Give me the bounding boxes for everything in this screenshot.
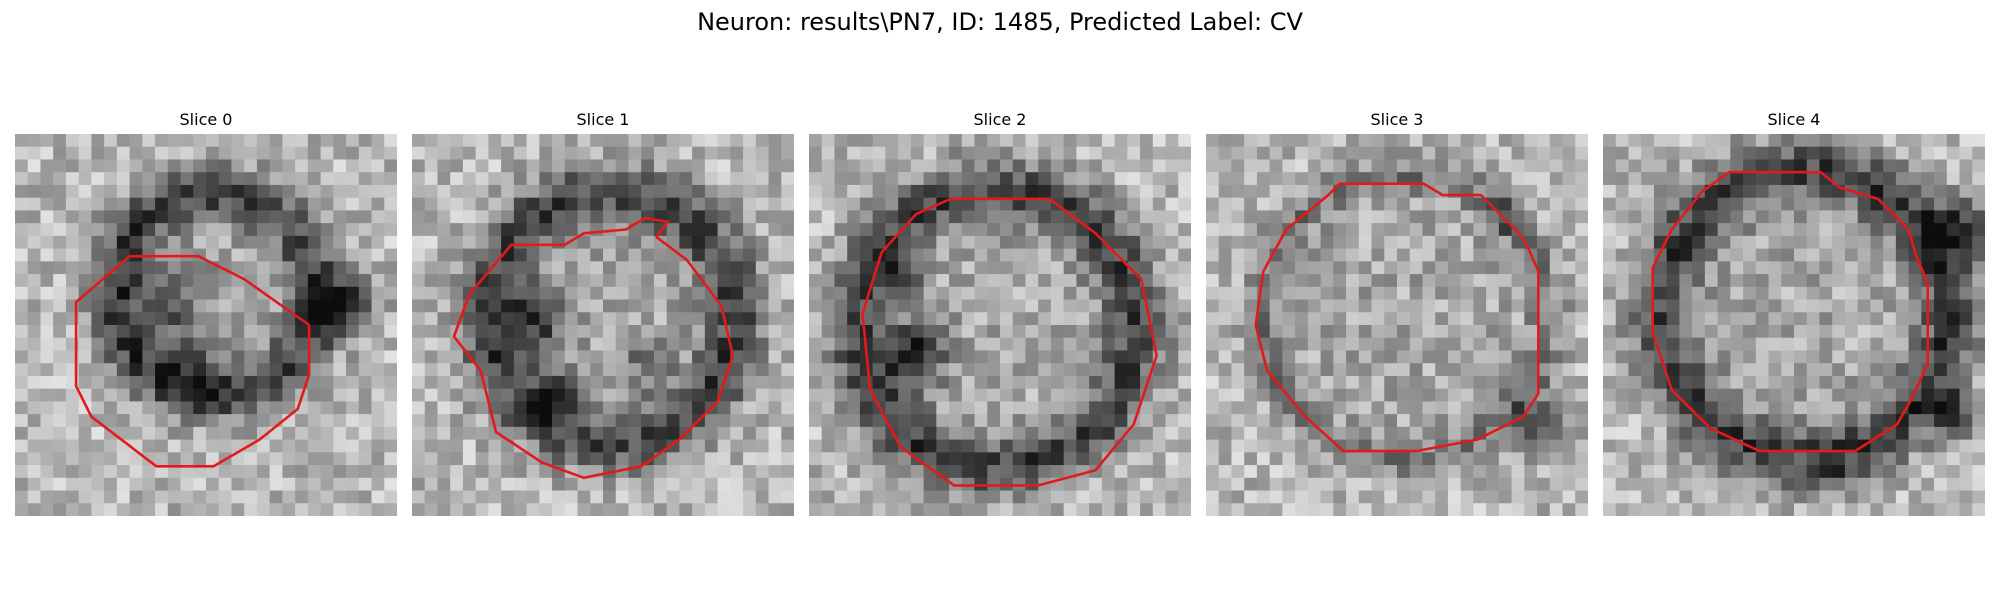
slice-title-3: Slice 3 — [1370, 110, 1424, 129]
figure-title: Neuron: results\PN7, ID: 1485, Predicted… — [697, 8, 1303, 36]
slice-image-1 — [412, 134, 794, 516]
slice-image-svg-4 — [1603, 134, 1985, 516]
slice-pixels-1 — [412, 134, 794, 516]
slice-image-3 — [1206, 134, 1588, 516]
slice-image-svg-2 — [809, 134, 1191, 516]
segmentation-contour-1 — [452, 216, 735, 480]
slice-panel-4: Slice 4 — [1603, 108, 1985, 520]
slice-title-1: Slice 1 — [576, 110, 630, 129]
slice-pixels-4 — [1603, 134, 1985, 516]
segmentation-contour-4 — [1651, 170, 1930, 453]
slice-pixels-3 — [1206, 134, 1588, 516]
slice-title-4: Slice 4 — [1767, 110, 1821, 129]
slice-image-4 — [1603, 134, 1985, 516]
slice-image-svg-0 — [15, 134, 397, 516]
segmentation-contour-3 — [1254, 182, 1540, 453]
slice-image-2 — [809, 134, 1191, 516]
slice-title-0: Slice 0 — [179, 110, 233, 129]
slice-panel-2: Slice 2 — [809, 108, 1191, 520]
slice-title-2: Slice 2 — [973, 110, 1027, 129]
slice-pixels-0 — [15, 134, 397, 516]
slice-image-svg-3 — [1206, 134, 1588, 516]
slice-pixels-2 — [809, 134, 1191, 516]
slice-panel-3: Slice 3 — [1206, 108, 1588, 520]
segmentation-contour-2 — [861, 197, 1158, 487]
slice-image-svg-1 — [412, 134, 794, 516]
slice-panel-1: Slice 1 — [412, 108, 794, 520]
slice-image-0 — [15, 134, 397, 516]
slice-panel-0: Slice 0 — [15, 108, 397, 520]
segmentation-contour-0 — [74, 254, 311, 468]
